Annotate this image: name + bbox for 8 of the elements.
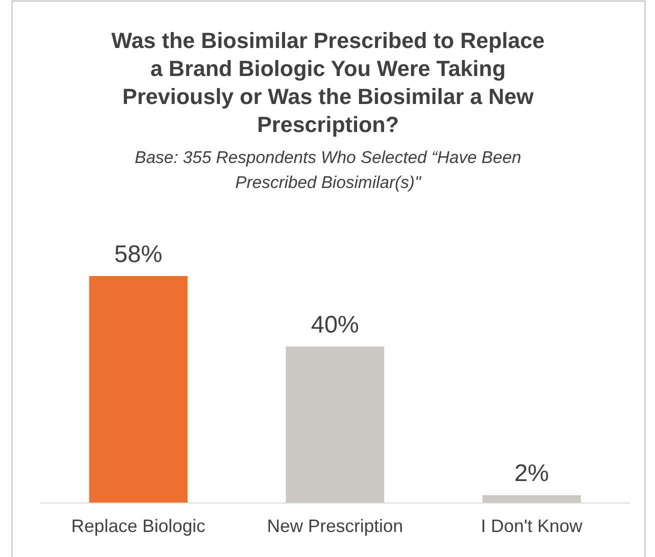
x-tick-label: I Don't Know <box>480 516 584 536</box>
data-label: 58% <box>114 241 162 268</box>
data-label: 40% <box>310 311 360 338</box>
chart-title: Was the Biosimilar Prescribed to Replace a Brand Biologic You Were Taking Previously or Was the Biosimilar a New Prescription? <box>111 28 545 137</box>
x-tick-label: Replace Biologic <box>71 516 206 536</box>
data-label: 2% <box>514 460 550 488</box>
x-tick-label: New Prescription <box>266 516 404 536</box>
chart-subtitle: Base: 355 Respondents Who Selected “Have Been Prescribed Biosimilar(s)" <box>134 148 522 192</box>
